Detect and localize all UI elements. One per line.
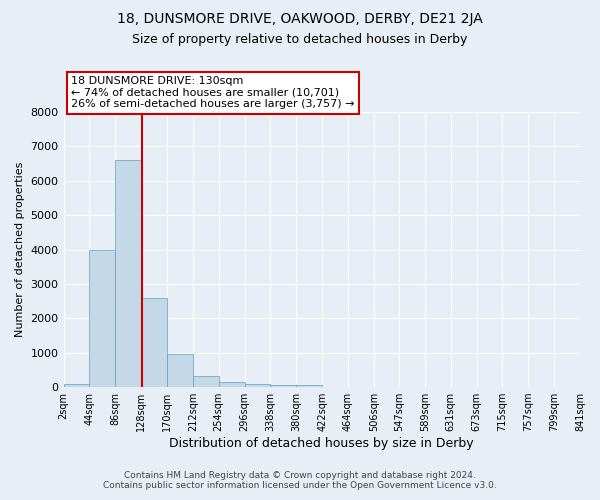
Bar xyxy=(296,385,322,387)
Bar xyxy=(89,250,115,387)
Text: 18, DUNSMORE DRIVE, OAKWOOD, DERBY, DE21 2JA: 18, DUNSMORE DRIVE, OAKWOOD, DERBY, DE21… xyxy=(117,12,483,26)
X-axis label: Distribution of detached houses by size in Derby: Distribution of detached houses by size … xyxy=(169,437,474,450)
Bar xyxy=(167,354,193,387)
Bar xyxy=(271,384,296,387)
Text: 18 DUNSMORE DRIVE: 130sqm
← 74% of detached houses are smaller (10,701)
26% of s: 18 DUNSMORE DRIVE: 130sqm ← 74% of detac… xyxy=(71,76,355,110)
Bar xyxy=(64,384,89,387)
Text: Size of property relative to detached houses in Derby: Size of property relative to detached ho… xyxy=(133,32,467,46)
Bar xyxy=(193,376,218,387)
Bar xyxy=(245,384,271,387)
Bar xyxy=(115,160,141,387)
Bar xyxy=(141,298,167,387)
Bar xyxy=(218,382,245,387)
Text: Contains HM Land Registry data © Crown copyright and database right 2024.
Contai: Contains HM Land Registry data © Crown c… xyxy=(103,470,497,490)
Y-axis label: Number of detached properties: Number of detached properties xyxy=(15,162,25,338)
